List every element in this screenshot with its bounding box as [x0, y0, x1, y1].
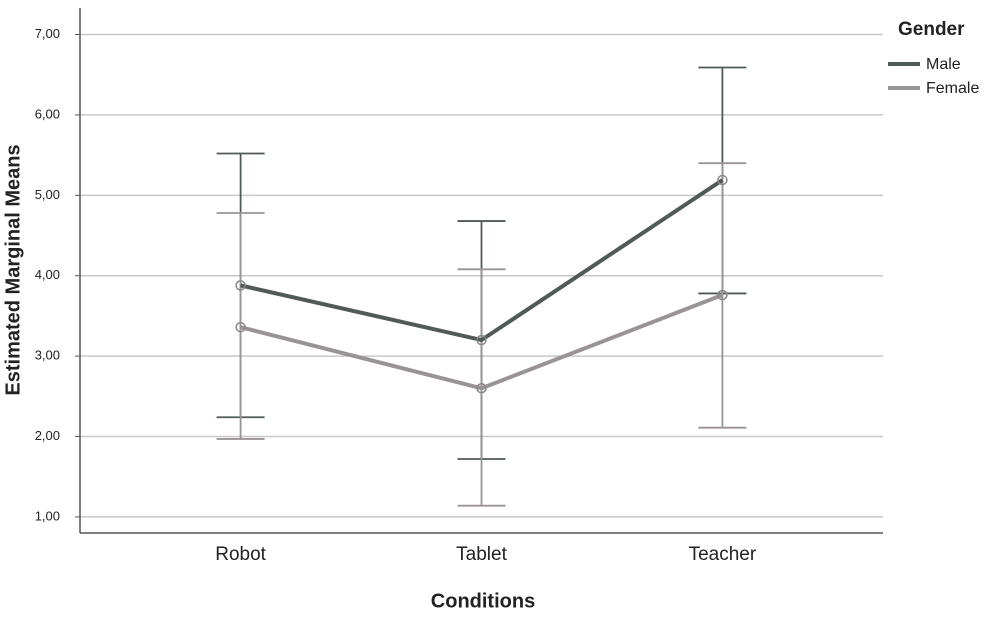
x-tick-label: Tablet: [456, 544, 507, 565]
y-tick-label: 7,00: [35, 26, 60, 41]
x-tick-label: Teacher: [689, 544, 757, 565]
point: [235, 280, 246, 291]
series-line: [240, 178, 724, 343]
x-axis-title: Conditions: [431, 590, 535, 612]
x-tick-label: Robot: [215, 544, 266, 565]
point: [476, 334, 487, 346]
y-tick-label: 4,00: [35, 267, 60, 282]
y-axis-title: Estimated Marginal Means: [2, 144, 24, 395]
y-tick-label: 6,00: [35, 106, 60, 121]
y-tick-label: 5,00: [35, 187, 60, 202]
y-tick-label: 2,00: [35, 428, 60, 443]
legend-label: Male: [926, 56, 961, 73]
y-tick-label: 1,00: [35, 508, 60, 523]
series-line: [240, 293, 724, 391]
error-bar: [216, 212, 265, 440]
point: [235, 321, 246, 333]
point: [476, 383, 487, 394]
point: [717, 289, 728, 301]
legend-label: Female: [926, 80, 979, 97]
y-tick-label: 3,00: [35, 348, 60, 363]
legend-title: Gender: [898, 19, 965, 40]
point: [717, 174, 728, 186]
